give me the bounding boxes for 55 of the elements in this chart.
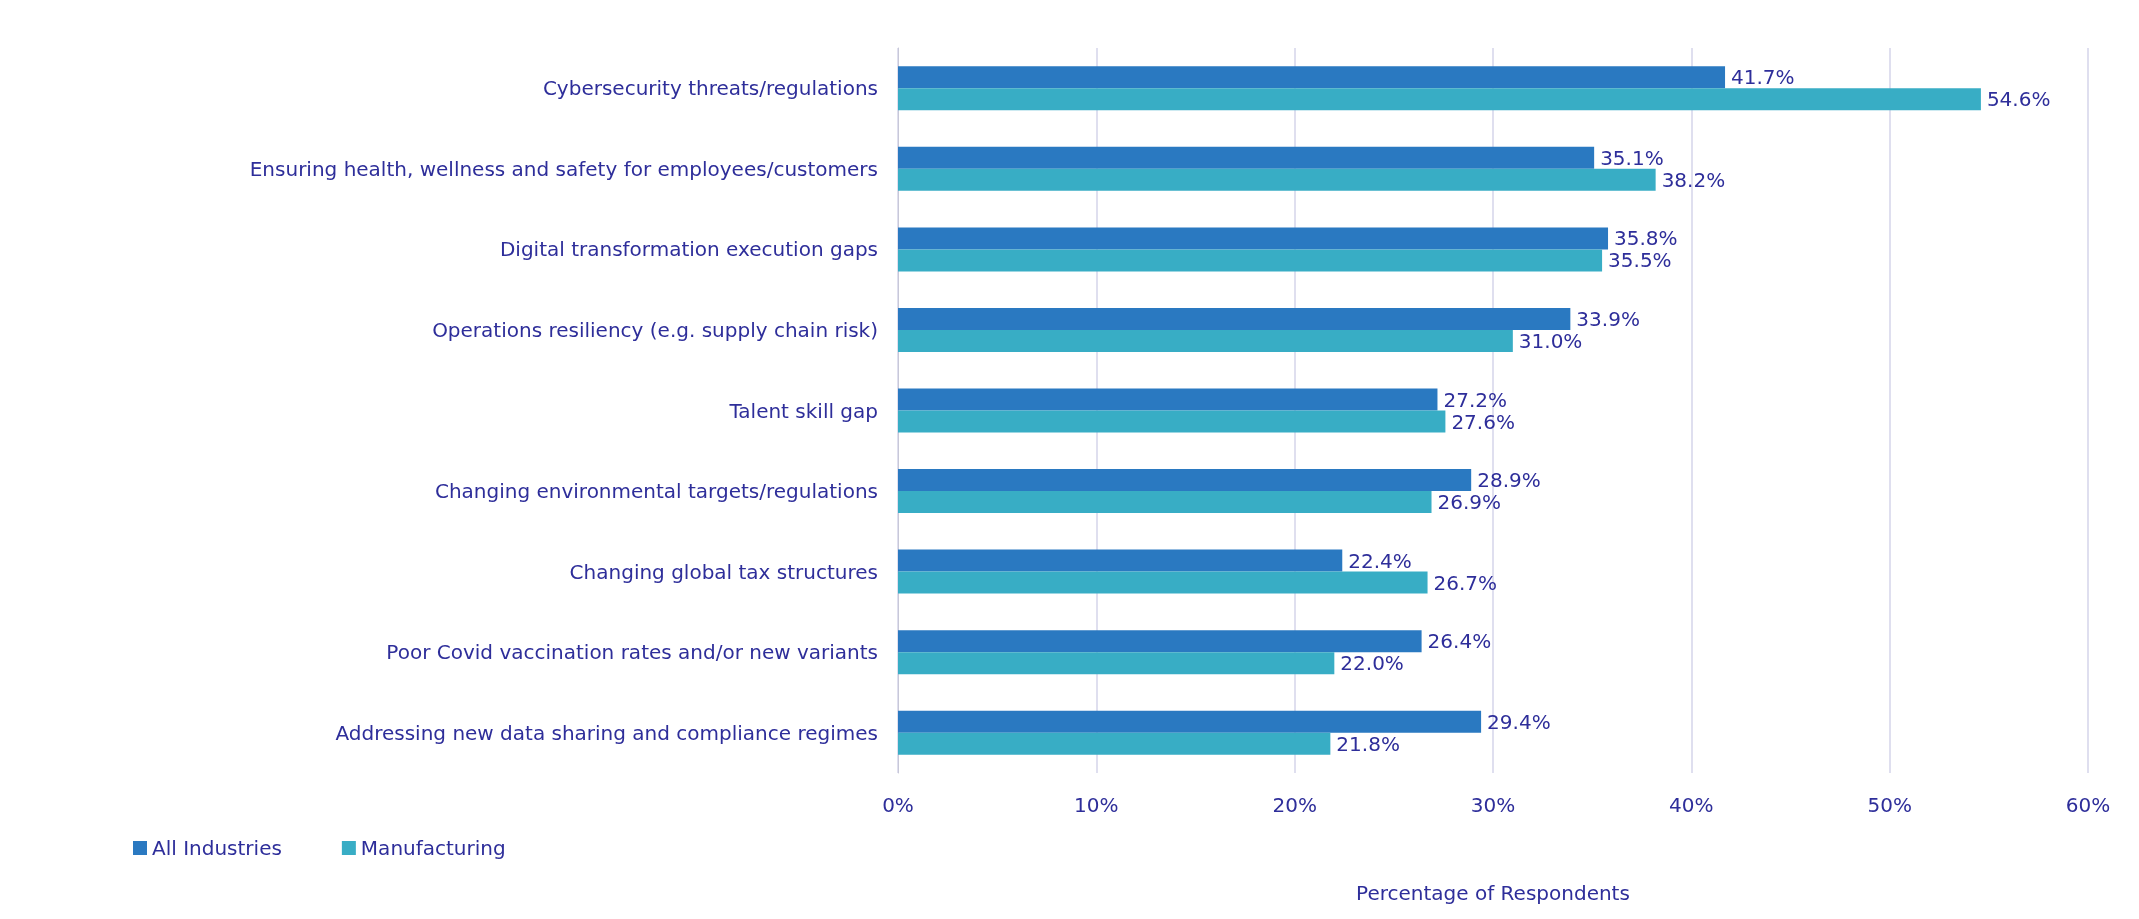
data-label: 22.4% bbox=[1348, 548, 1412, 573]
x-tick-label: 40% bbox=[1669, 793, 1714, 817]
data-label: 41.7% bbox=[1731, 65, 1795, 90]
data-label: 26.7% bbox=[1433, 570, 1498, 595]
bar bbox=[898, 227, 1609, 250]
bar bbox=[898, 146, 1595, 169]
legend-label: Manufacturing bbox=[360, 836, 506, 860]
bar bbox=[898, 168, 1656, 191]
bar bbox=[898, 329, 1513, 352]
data-label: 31.0% bbox=[1518, 328, 1583, 353]
data-label: 26.9% bbox=[1437, 490, 1502, 515]
y-tick-label: Talent skill gap bbox=[728, 398, 878, 423]
y-tick-label: Addressing new data sharing and compliance regimes bbox=[335, 720, 878, 745]
y-tick-label: Poor Covid vaccination rates and/or new variants bbox=[386, 640, 878, 665]
bar bbox=[898, 388, 1438, 411]
data-label: 21.8% bbox=[1336, 731, 1400, 756]
y-tick-label: Changing environmental targets/regulations bbox=[434, 479, 878, 504]
legend-label: All Industries bbox=[152, 836, 282, 860]
bar bbox=[898, 66, 1726, 89]
y-tick-label: Ensuring health, wellness and safety for employees/customers bbox=[249, 156, 878, 181]
y-tick-label: Cybersecurity threats/regulations bbox=[542, 76, 878, 101]
bar bbox=[898, 571, 1428, 594]
x-tick-label: 50% bbox=[1867, 793, 1912, 817]
bar bbox=[898, 469, 1472, 492]
data-label: 28.9% bbox=[1477, 468, 1541, 493]
bar bbox=[898, 307, 1571, 330]
bar bbox=[898, 710, 1482, 733]
bar bbox=[898, 249, 1603, 272]
data-label: 38.2% bbox=[1661, 167, 1726, 192]
y-tick-label: Operations resiliency (e.g. supply chain risk) bbox=[432, 317, 878, 342]
x-tick-label: 10% bbox=[1074, 793, 1119, 817]
x-tick-label: 30% bbox=[1470, 793, 1516, 817]
data-label: 27.2% bbox=[1443, 387, 1508, 412]
data-label: 35.1% bbox=[1600, 145, 1664, 170]
x-tick-label: 60% bbox=[2065, 793, 2111, 817]
bar bbox=[898, 410, 1446, 433]
y-tick-label: Changing global tax structures bbox=[569, 559, 878, 584]
y-tick-label: Digital transformation execution gaps bbox=[499, 237, 878, 262]
data-label: 35.8% bbox=[1614, 226, 1678, 251]
data-label: 35.5% bbox=[1608, 248, 1672, 273]
bar bbox=[898, 732, 1331, 755]
bar bbox=[898, 630, 1422, 653]
x-tick-label: 0% bbox=[882, 793, 914, 817]
bar bbox=[898, 549, 1343, 572]
data-label: 54.6% bbox=[1986, 87, 2051, 112]
data-label: 27.6% bbox=[1451, 409, 1515, 434]
data-label: 22.0% bbox=[1340, 651, 1404, 676]
data-label: 29.4% bbox=[1487, 709, 1551, 734]
data-label: 26.4% bbox=[1427, 629, 1492, 654]
x-axis-title: Percentage of Respondents bbox=[1356, 881, 1630, 905]
bar bbox=[898, 491, 1432, 514]
bar bbox=[898, 88, 1981, 111]
bar bbox=[898, 652, 1335, 675]
data-label: 33.9% bbox=[1576, 306, 1640, 331]
x-tick-label: 20% bbox=[1272, 793, 1317, 817]
